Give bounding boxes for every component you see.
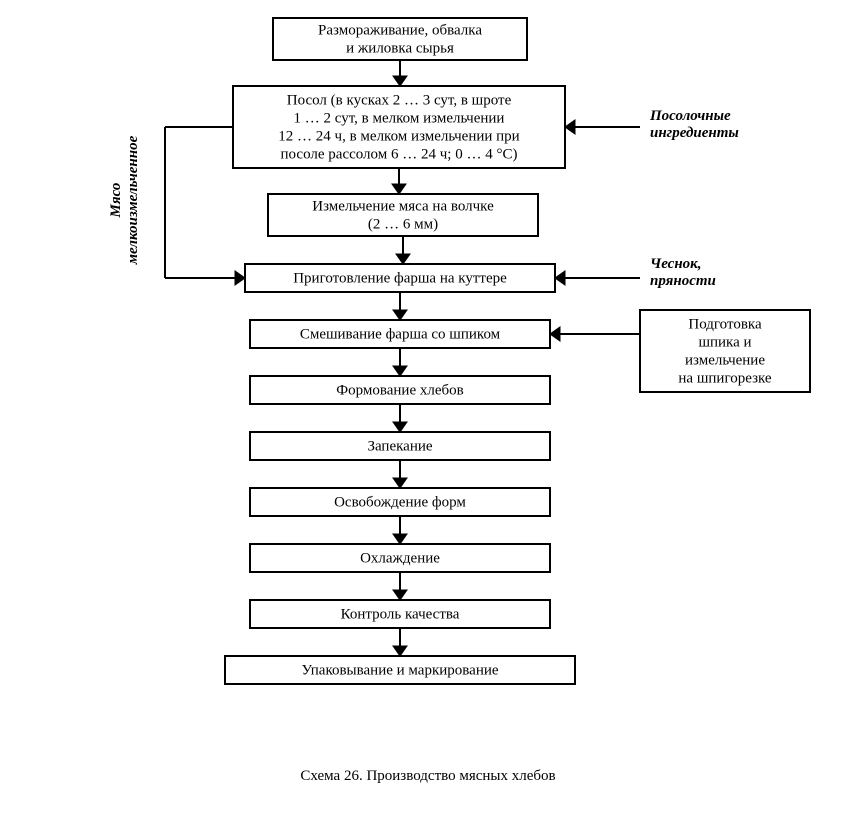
node-shpik-line-3: на шпигорезке <box>678 370 771 386</box>
node-n3-line-1: (2 … 6 мм) <box>368 216 438 232</box>
node-n2-line-2: 12 … 24 ч, в мелком измельчении при <box>278 128 519 144</box>
caption: Схема 26. Производство мясных хлебов <box>300 768 555 784</box>
node-shpik-line-2: измельчение <box>685 352 765 368</box>
node-n5-line-0: Смешивание фарша со шпиком <box>300 326 501 342</box>
node-n7-line-0: Запекание <box>367 438 432 454</box>
node-n2-line-3: посоле рассолом 6 … 24 ч; 0 … 4 °С) <box>281 146 518 162</box>
node-n8-line-0: Освобождение форм <box>334 494 466 510</box>
side-label-0-0: Посолочные <box>649 108 731 124</box>
node-n2-line-1: 1 … 2 сут, в мелком измельчении <box>294 110 505 126</box>
node-n1-line-1: и жиловка сырья <box>346 40 454 56</box>
node-n2-line-0: Посол (в кусках 2 … 3 сут, в шроте <box>287 92 512 108</box>
node-n1-line-0: Размораживание, обвалка <box>318 22 482 38</box>
node-n3-line-0: Измельчение мяса на волчке <box>312 198 494 214</box>
bypass-label-1: мелкоизмельченное <box>125 135 141 265</box>
side-label-1-0: Чеснок, <box>650 256 702 272</box>
node-n11-line-0: Упаковывание и маркирование <box>301 662 498 678</box>
node-shpik-line-1: шпика и <box>698 334 751 350</box>
node-n6-line-0: Формование хлебов <box>336 382 463 398</box>
side-label-0-1: ингредиенты <box>650 125 739 141</box>
node-n9-line-0: Охлаждение <box>360 550 440 566</box>
node-n4-line-0: Приготовление фарша на куттере <box>293 270 507 286</box>
bypass-label-0: Мясо <box>108 183 124 219</box>
node-shpik-line-0: Подготовка <box>688 316 762 332</box>
flowchart: Посолочныеингредиенты Чеснок,пряности Мясо… <box>0 0 856 822</box>
side-label-1-1: пряности <box>650 273 716 289</box>
node-n10-line-0: Контроль качества <box>341 606 460 622</box>
